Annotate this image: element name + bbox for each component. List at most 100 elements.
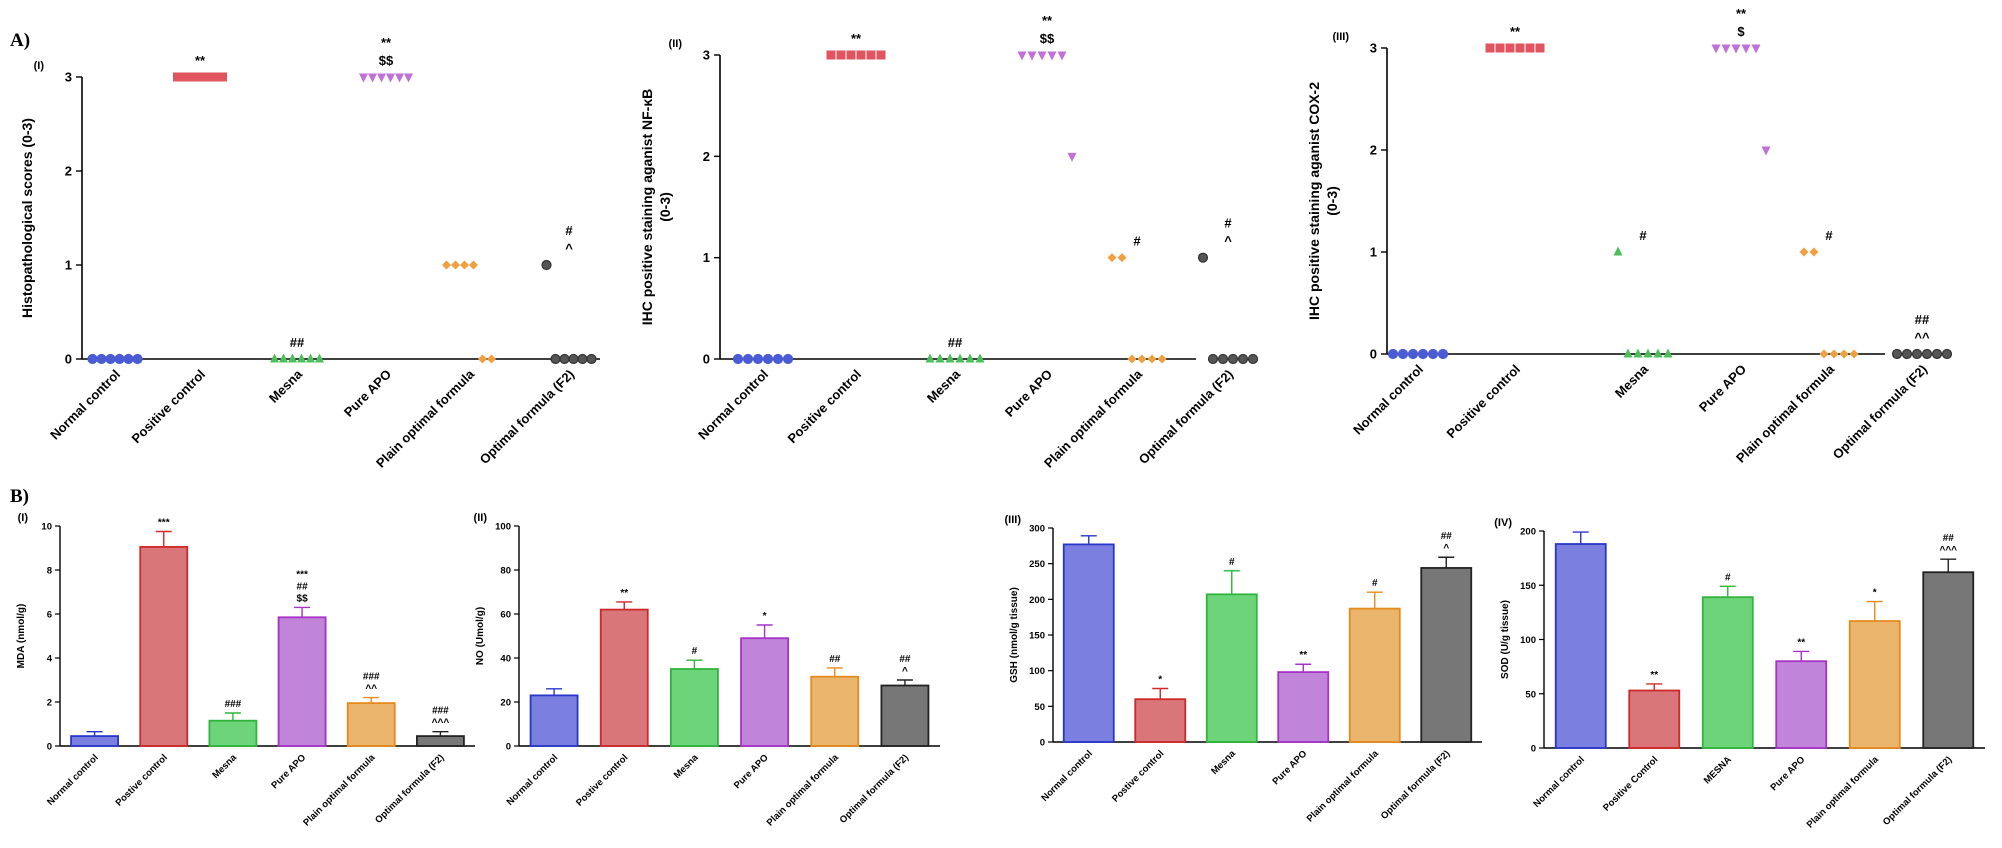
bar xyxy=(1775,660,1828,749)
y-tick-label: 40 xyxy=(500,654,511,665)
y-tick-label: 0 xyxy=(65,352,72,367)
x-category-label: Pure APO xyxy=(1696,362,1749,415)
y-tick-label: 50 xyxy=(1034,702,1045,713)
y-tick-label: 50 xyxy=(1525,689,1536,700)
x-category-label: Mesna xyxy=(924,366,964,406)
x-category-label: Mesna xyxy=(1612,361,1652,401)
data-point xyxy=(1663,348,1673,358)
x-category-label: Optimal formula (F2) xyxy=(838,752,911,825)
x-category-label: Pure APO xyxy=(269,752,308,791)
x-category-label: Postive control xyxy=(574,752,630,808)
data-point xyxy=(279,353,288,363)
x-category-label: Mesna xyxy=(672,752,701,781)
significance-marker: ^ xyxy=(1224,234,1232,249)
bar xyxy=(880,684,930,747)
data-point xyxy=(451,260,460,270)
x-category-label: Pure APO xyxy=(1768,754,1807,793)
data-point xyxy=(105,353,116,365)
significance-marker: ** xyxy=(1510,24,1521,39)
x-category-label: MESNA xyxy=(1702,754,1734,786)
bar xyxy=(1848,620,1901,749)
x-category-label: Mesna xyxy=(266,366,306,406)
data-point xyxy=(487,354,496,364)
significance-marker: *** xyxy=(158,518,170,529)
data-point xyxy=(846,50,856,60)
data-point xyxy=(577,353,588,365)
data-point xyxy=(975,353,985,363)
significance-marker: # xyxy=(565,223,573,238)
data-point xyxy=(1237,353,1249,365)
data-point xyxy=(945,353,955,363)
significance-marker: ### xyxy=(225,699,242,710)
data-point xyxy=(1427,348,1439,360)
data-point xyxy=(1017,51,1027,61)
x-category-label: Mesna xyxy=(1209,748,1238,777)
x-category-label: Plain optimal formula xyxy=(1733,361,1838,466)
data-point xyxy=(1397,348,1409,360)
data-point xyxy=(1157,354,1167,364)
significance-marker: ## xyxy=(297,581,309,592)
y-tick-label: 150 xyxy=(1029,631,1045,642)
data-point xyxy=(1515,43,1525,53)
x-category-label: Normal control xyxy=(47,367,123,443)
data-point xyxy=(123,353,134,365)
data-point xyxy=(586,353,597,365)
x-category-label: Positive control xyxy=(1444,362,1524,442)
significance-marker: ^ xyxy=(565,241,573,256)
panel-sublabel: (III) xyxy=(1005,514,1022,526)
bar xyxy=(670,668,719,747)
y-tick-label: 0 xyxy=(703,352,710,367)
bar xyxy=(1701,596,1754,749)
x-category-label: Normal control xyxy=(1350,362,1426,438)
data-point xyxy=(965,353,975,363)
data-point xyxy=(1437,348,1449,360)
y-tick-label: 0 xyxy=(506,742,511,753)
data-point xyxy=(1057,51,1067,61)
x-category-label: Pure APO xyxy=(1270,748,1309,787)
data-point xyxy=(732,353,744,365)
y-axis-label: (0-3) xyxy=(657,192,673,222)
bar xyxy=(1205,593,1258,743)
significance-marker: ## xyxy=(1915,312,1930,327)
y-tick-label: 150 xyxy=(1520,581,1536,592)
data-point xyxy=(1037,51,1047,61)
y-tick-label: 100 xyxy=(1029,666,1045,677)
significance-marker: ## xyxy=(948,335,963,350)
bar xyxy=(1420,567,1473,743)
y-axis-label: SOD (U/g tissue) xyxy=(1500,600,1511,679)
data-point xyxy=(550,353,561,365)
y-tick-label: 3 xyxy=(703,48,710,63)
data-point xyxy=(132,353,143,365)
y-tick-label: 200 xyxy=(1520,527,1536,538)
significance-marker: ** xyxy=(1042,13,1053,28)
x-category-label: Optimal formula (F2) xyxy=(373,752,446,825)
data-point xyxy=(306,353,315,363)
data-point xyxy=(876,50,886,60)
data-point xyxy=(1911,348,1923,360)
significance-marker: ^^^ xyxy=(1939,545,1957,556)
x-category-label: Plain optimal formula xyxy=(1041,366,1146,471)
panel-sublabel: (II) xyxy=(669,38,683,50)
bar xyxy=(1062,543,1115,743)
significance-marker: $$ xyxy=(379,53,394,68)
data-point xyxy=(1849,349,1859,359)
data-point xyxy=(1107,253,1117,263)
x-category-label: Optimal formula (F2) xyxy=(1881,754,1954,827)
x-category-label: Normal control xyxy=(45,752,101,808)
data-point xyxy=(752,353,764,365)
significance-marker: ** xyxy=(1650,670,1658,681)
significance-marker: ^^^ xyxy=(432,718,450,729)
data-point xyxy=(1067,152,1077,162)
data-point xyxy=(1891,348,1903,360)
significance-marker: ## xyxy=(1943,533,1955,544)
y-tick-label: 1 xyxy=(703,250,710,265)
data-point xyxy=(1525,43,1535,53)
panel-label-b: B) xyxy=(10,486,29,507)
significance-marker: # xyxy=(1133,234,1141,249)
data-point xyxy=(762,353,774,365)
y-tick-label: 2 xyxy=(703,149,710,164)
data-point xyxy=(1921,348,1933,360)
data-point xyxy=(297,353,306,363)
significance-marker: $ xyxy=(1737,24,1745,39)
data-point xyxy=(1941,348,1953,360)
